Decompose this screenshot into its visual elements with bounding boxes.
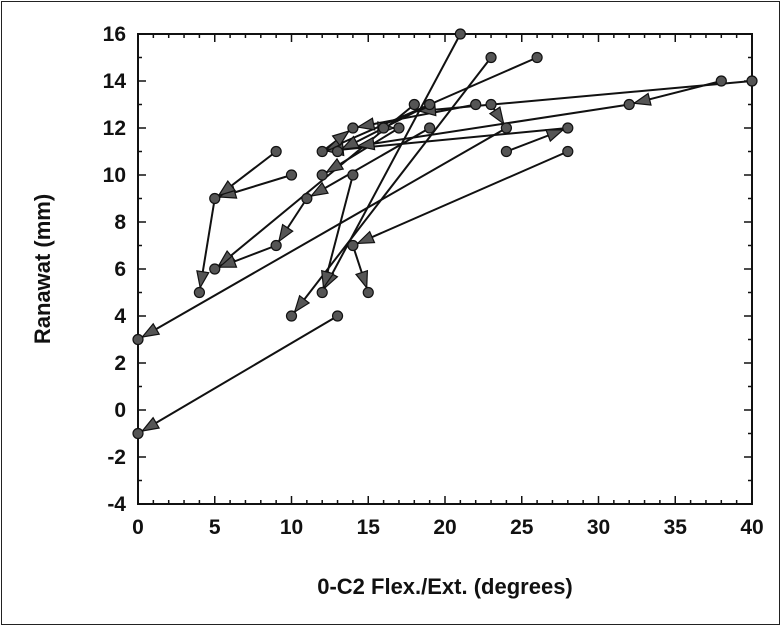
data-point [193, 286, 205, 299]
data-point [285, 169, 298, 181]
y-tick-label: 14 [103, 70, 127, 93]
arrowhead [277, 223, 294, 243]
arrowhead [217, 179, 237, 197]
data-point [408, 98, 420, 111]
arrowhead [140, 416, 161, 432]
data-point [424, 98, 436, 111]
arrow-line [137, 315, 339, 435]
arrow-segments [137, 33, 753, 435]
data-point [347, 239, 359, 252]
data-point [623, 98, 635, 111]
arrow-line [352, 150, 569, 247]
data-point [393, 122, 405, 134]
data-point [378, 122, 390, 134]
arrowhead [321, 269, 335, 290]
tick-marks [137, 33, 753, 505]
data-point [562, 145, 574, 158]
y-tick-label: 6 [114, 258, 126, 281]
arrowhead [488, 106, 505, 126]
data-point [331, 310, 344, 322]
data-point [454, 28, 466, 40]
arrowhead [331, 129, 351, 147]
y-tick-label: -4 [107, 493, 126, 516]
y-tick-label: 0 [114, 399, 126, 422]
arrowhead [632, 92, 652, 106]
data-point [316, 286, 328, 299]
y-axis-title: Ranawat (mm) [30, 194, 55, 344]
data-point [470, 98, 482, 111]
data-point [500, 145, 512, 158]
data-points [132, 28, 758, 440]
data-point [316, 145, 328, 158]
y-tick-label: 12 [103, 117, 126, 140]
arrow-line [321, 33, 462, 293]
data-point [500, 122, 512, 134]
data-point [209, 263, 221, 275]
data-point [562, 122, 574, 134]
y-tick-label: 2 [114, 352, 126, 375]
x-tick-labels: 0 5 10 15 20 25 30 35 40 [132, 516, 764, 539]
arrowhead [545, 129, 565, 143]
arrowhead [293, 294, 311, 314]
x-tick-label: 5 [209, 516, 221, 539]
arrowhead [217, 254, 238, 268]
data-point [485, 51, 497, 64]
data-point [746, 75, 758, 87]
x-tick-label: 10 [280, 516, 303, 539]
data-point [209, 192, 221, 205]
data-point [301, 192, 313, 205]
arrowhead [354, 269, 369, 290]
arrowhead [140, 322, 161, 338]
data-point [270, 239, 282, 252]
data-point [715, 75, 727, 87]
data-point [347, 122, 359, 134]
x-axis-title: 0-C2 Flex./Ext. (degrees) [317, 574, 573, 599]
y-tick-label: 16 [103, 23, 126, 46]
y-tick-labels: -4 -2 0 2 4 6 8 10 12 14 16 [103, 23, 127, 516]
arrowhead [355, 230, 376, 245]
y-tick-label: 8 [114, 211, 126, 234]
plot-area [137, 33, 753, 505]
arrowhead [196, 270, 210, 290]
x-tick-label: 40 [740, 516, 763, 539]
y-tick-label: 10 [103, 164, 126, 187]
x-tick-label: 25 [510, 516, 534, 539]
arrowhead [309, 181, 329, 197]
x-tick-label: 15 [357, 516, 381, 539]
arrow-line [306, 127, 431, 200]
data-point [362, 286, 374, 299]
data-point [316, 169, 328, 181]
data-point [132, 333, 144, 346]
x-tick-label: 30 [587, 516, 610, 539]
x-tick-label: 20 [433, 516, 456, 539]
data-point [531, 51, 543, 64]
data-point [132, 427, 144, 440]
data-point [331, 145, 344, 158]
arrowhead [356, 136, 376, 151]
data-point [270, 145, 282, 158]
arrowhead [340, 135, 360, 150]
data-point [485, 98, 497, 111]
y-tick-label: -2 [107, 446, 126, 469]
x-tick-label: 0 [132, 516, 144, 539]
x-tick-label: 35 [664, 516, 688, 539]
arrowhead [356, 117, 376, 131]
y-tick-label: 4 [114, 305, 126, 328]
arrow-line [352, 103, 630, 148]
arrow-line [137, 127, 507, 341]
data-point [347, 169, 359, 181]
arrowhead [325, 157, 345, 174]
data-point [285, 310, 298, 322]
data-point [424, 122, 436, 134]
